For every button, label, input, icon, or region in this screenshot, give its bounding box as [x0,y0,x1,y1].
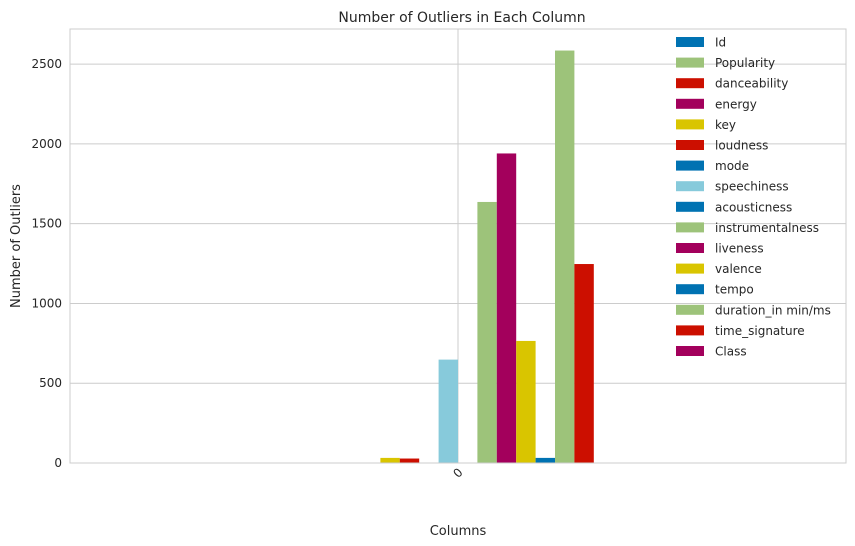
chart-title: Number of Outliers in Each Column [338,10,585,26]
bar [438,359,458,463]
legend-label: danceability [715,77,788,91]
legend-swatch [676,325,704,336]
bar [574,264,594,463]
y-tick-label: 2500 [31,57,62,71]
bar [477,201,497,463]
legend-swatch [676,263,704,274]
bar [535,457,555,463]
x-tick-label: 0 [450,465,465,480]
bar [516,340,536,463]
y-tick-label: 500 [39,376,62,390]
legend-swatch [676,57,704,68]
legend-label: loudness [715,139,768,153]
grid-lines [70,29,846,464]
legend-label: acousticness [715,200,792,214]
bars [380,50,594,464]
legend-swatch [676,222,704,233]
y-tick-label: 2000 [31,137,62,151]
legend-label: instrumentalness [715,221,819,235]
legend-swatch [676,140,704,150]
legend-label: valence [715,262,762,276]
y-tick-label: 1000 [31,296,62,310]
legend-swatch [676,119,704,130]
legend-swatch [676,98,704,109]
legend-label: speechiness [715,180,789,194]
legend-label: time_signature [715,324,805,338]
legend-label: key [715,118,736,132]
legend-label: Popularity [715,56,775,70]
bar [399,458,420,463]
legend-label: tempo [715,283,754,297]
axis-ticks: 0 500 1000 1500 2000 2500 0 [31,57,465,481]
legend-label: Id [715,36,726,50]
bar [555,50,575,464]
legend-label: energy [715,97,757,111]
legend-swatch [676,78,704,89]
legend-swatch [676,37,704,47]
y-axis-label: Number of Outliers [9,184,24,308]
bar [380,457,400,463]
y-tick-label: 0 [54,456,62,470]
y-tick-label: 1500 [31,217,62,231]
legend-label: Class [715,345,747,359]
legend-swatch [676,304,704,315]
legend-swatch [676,346,704,356]
plot-frame [69,28,847,464]
legend-swatch [676,243,704,253]
legend-label: mode [715,159,749,173]
legend-label: liveness [715,242,764,256]
legend-swatch [676,181,704,192]
legend-swatch [676,284,704,295]
legend-label: duration_in min/ms [715,303,831,317]
legend-swatch [676,160,704,171]
x-axis-label: Columns [430,524,487,539]
bar [496,153,517,464]
legend-swatch [676,201,704,212]
legend: Id Popularity danceability energy key loudnes… [676,36,831,359]
